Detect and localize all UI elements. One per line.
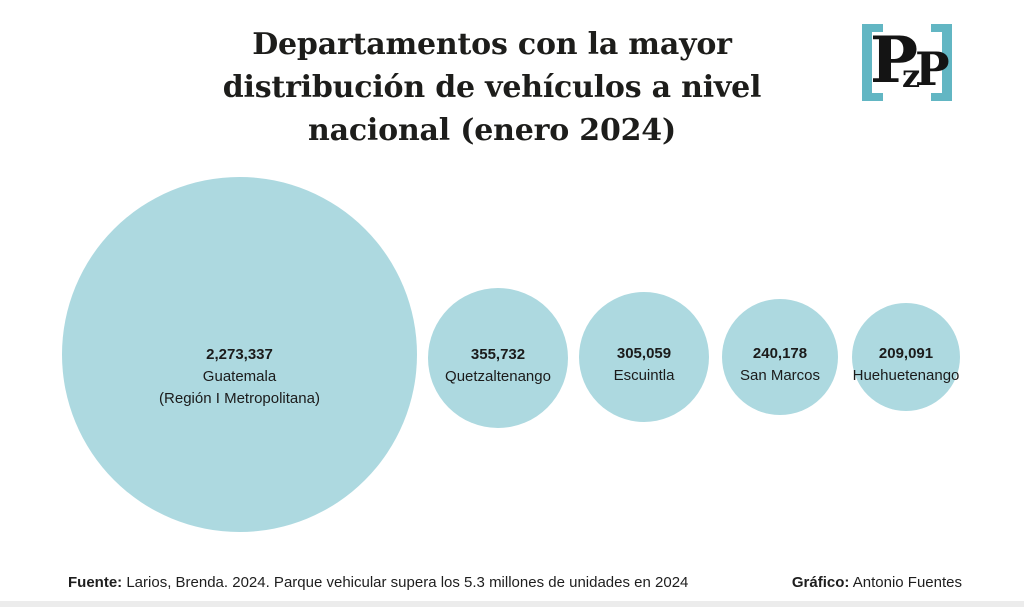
bubble-guatemala: 2,273,337 Guatemala (Región I Metropolit…: [62, 177, 417, 532]
bottom-divider: [0, 601, 1024, 607]
bubble-san-marcos: 240,178 San Marcos: [722, 299, 838, 415]
bubble-value: 240,178: [752, 345, 808, 362]
bubble-quetzaltenango: 355,732 Quetzaltenango: [428, 288, 568, 428]
credit-label: Gráfico:: [791, 574, 850, 591]
bubble-value: 209,091: [878, 345, 934, 362]
bubble-guatemala-text: 2,273,337 Guatemala (Región I Metropolit…: [159, 344, 320, 410]
bubble-sublabel: (Región I Metropolitana): [159, 389, 320, 407]
chart-title-line-2: distribución de vehículos a nivel: [222, 70, 762, 105]
bubble-label: Escuintla: [613, 367, 675, 384]
chart-title: Departamentos con la mayor distribución …: [112, 23, 872, 152]
bubble-label: San Marcos: [739, 367, 821, 384]
chart-title-line-1: Departamentos con la mayor: [252, 27, 732, 62]
credit-text: Antonio Fuentes: [849, 574, 962, 591]
source-note: Fuente: Larios, Brenda. 2024. Parque veh…: [68, 574, 688, 591]
source-text: Larios, Brenda. 2024. Parque vehicular s…: [122, 574, 689, 591]
bubble-value: 2,273,337: [206, 345, 273, 363]
bubble-huehuetenango-text: 209,091 Huehuetenango: [853, 343, 960, 387]
bubble-label: Guatemala: [202, 367, 277, 385]
bubble-escuintla-text: 305,059 Escuintla: [614, 343, 675, 387]
logo-letter-p2: P: [915, 42, 950, 96]
chart-title-line-3: nacional (enero 2024): [308, 113, 676, 148]
logo-letter-p1: P: [870, 23, 919, 98]
bubble-escuintla: 305,059 Escuintla: [579, 292, 709, 422]
credit-note: Gráfico: Antonio Fuentes: [792, 574, 962, 591]
logo-letter-z: z: [902, 57, 921, 95]
logo-right-bracket-icon: [931, 24, 952, 101]
source-label: Fuente:: [68, 574, 123, 591]
footer: Fuente: Larios, Brenda. 2024. Parque veh…: [68, 574, 962, 591]
bubble-quetzaltenango-text: 355,732 Quetzaltenango: [445, 344, 551, 388]
bubble-value: 305,059: [616, 345, 672, 362]
bubble-san-marcos-text: 240,178 San Marcos: [740, 343, 820, 387]
logo-left-bracket-icon: [862, 24, 883, 101]
bubble-label: Quetzaltenango: [445, 368, 551, 385]
bubble-value: 355,732: [470, 346, 526, 363]
bubble-label: Huehuetenango: [852, 367, 960, 384]
pzp-logo: P z P: [862, 24, 952, 101]
bubble-huehuetenango: 209,091 Huehuetenango: [852, 303, 960, 411]
